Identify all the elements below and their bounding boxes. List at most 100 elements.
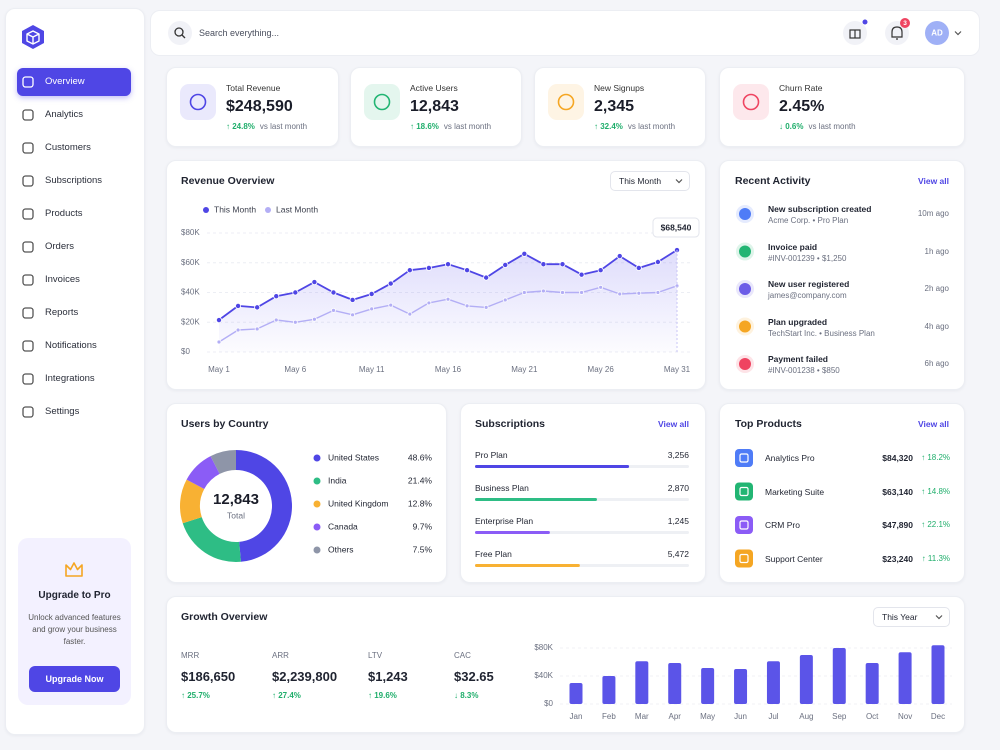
product-change: ↑ 14.8% [921,486,950,496]
product-revenue: $23,240 [882,553,913,564]
activity-detail: #INV-001238 • $850 [768,366,840,375]
kpi-change: ↓ 0.6% [779,122,804,131]
kpi-change-row: ↑ 32.4% vs last month [594,122,675,132]
nav-item[interactable]: Settings [45,406,80,417]
metric-change: ↑ 25.7% [181,691,210,700]
activity-time: 2h ago [924,284,949,293]
nav-item[interactable]: Orders [45,241,75,252]
subscriptions-title: Subscriptions [475,418,546,430]
nav-item[interactable]: Integrations [45,373,95,384]
nav-item[interactable]: Notifications [45,340,97,351]
upgrade-text: Unlock advanced features and grow your b… [28,613,121,646]
kpi-icon-bg [733,84,769,120]
kpi-value: 2,345 [594,98,635,115]
activity-time: 1h ago [924,246,949,256]
plan-name: Free Plan [475,549,512,559]
metric-label: LTV [368,651,383,660]
product-revenue: $47,890 [882,520,913,530]
plan-name: Enterprise Plan [475,516,534,526]
plan-count: 2,870 [667,483,689,493]
activity-title-text: New user registered [768,279,850,289]
metric-value: $32.65 [454,669,494,684]
products-link[interactable]: View all [917,419,949,429]
countries-title: Users by Country [181,418,269,430]
kpi-note: vs last month [259,122,308,131]
metric-value: $1,243 [368,669,408,684]
search-input[interactable]: Search everything... [199,28,280,38]
metric-value: $2,239,800 [272,669,338,684]
subscriptions-link[interactable]: View all [657,419,689,429]
metric-change: ↓ 8.3% [454,691,479,700]
activity-title-text: Payment failed [768,354,828,364]
kpi-note: vs last month [808,122,856,131]
plan-name: Business Plan [475,483,529,493]
kpi-value: $248,590 [226,98,293,115]
kpi-change: ↑ 24.8% [226,122,255,131]
nav-item[interactable]: Customers [45,142,91,153]
activity-title-text: New subscription created [768,204,872,214]
products-title: Top Products [735,418,802,430]
growth-card [166,596,965,733]
nav-item[interactable]: Subscriptions [45,175,103,186]
product-name: CRM Pro [765,520,800,530]
revenue-title: Revenue Overview [181,175,275,187]
kpi-label: New Signups [594,83,645,93]
kpi-change: ↑ 32.4% [594,122,623,131]
metric-label: CAC [454,651,471,660]
activity-time: 4h ago [924,321,949,331]
activity-detail: TechStart Inc. • Business Plan [768,328,875,338]
product-name: Marketing Suite [765,486,825,497]
revenue-filter[interactable]: This Month [610,171,690,191]
product-name: Analytics Pro [765,453,815,463]
subscriptions-card [460,403,706,583]
activity-title-text: Plan upgraded [768,316,828,327]
countries-card [166,403,447,583]
nav-item[interactable]: Reports [45,307,79,318]
upgrade-button[interactable]: Upgrade Now [29,666,120,692]
product-change: ↑ 18.2% [921,453,950,462]
metric-label: ARR [272,651,289,660]
kpi-card [719,67,965,147]
nav-active-bg [17,68,131,96]
upgrade-title: Upgrade to Pro [38,590,111,601]
metric-label: MRR [181,651,200,660]
product-revenue: $63,140 [882,486,913,497]
activity-title: Recent Activity [735,175,811,187]
kpi-label: Total Revenue [226,83,281,93]
activity-detail: james@company.com [768,291,847,300]
product-change: ↑ 11.3% [921,553,950,563]
products-card [719,403,965,583]
growth-filter[interactable]: This Year [873,607,950,627]
kpi-label: Active Users [410,83,458,93]
metric-change: ↑ 19.6% [368,691,397,700]
revenue-card [166,160,706,390]
product-change: ↑ 22.1% [921,520,950,529]
nav-item[interactable]: Overview [45,76,85,87]
activity-detail: #INV-001239 • $1,250 [768,253,847,263]
kpi-icon-bg [548,84,584,120]
kpi-note: vs last month [627,122,676,131]
plan-count: 5,472 [667,549,689,559]
nav-item[interactable]: Analytics [45,109,84,120]
plan-count: 3,256 [667,450,689,460]
activity-card [719,160,965,390]
kpi-change-row: ↓ 0.6% vs last month [779,122,856,132]
activity-time: 10m ago [917,209,949,218]
kpi-change-row: ↑ 18.6% vs last month [410,122,491,132]
plan-count: 1,245 [667,516,689,526]
activity-link[interactable]: View all [917,176,949,186]
kpi-change: ↑ 18.6% [410,122,439,131]
growth-title: Growth Overview [181,611,268,623]
kpi-change-row: ↑ 24.8% vs last month [226,122,307,132]
kpi-icon-bg [180,84,216,120]
product-name: Support Center [765,553,823,564]
kpi-note: vs last month [443,122,492,131]
nav-item[interactable]: Invoices [45,274,80,285]
product-revenue: $84,320 [882,453,913,463]
metric-value: $186,650 [181,669,236,684]
activity-time: 6h ago [924,359,949,368]
nav-item[interactable]: Products [45,208,83,219]
kpi-icon-bg [364,84,400,120]
